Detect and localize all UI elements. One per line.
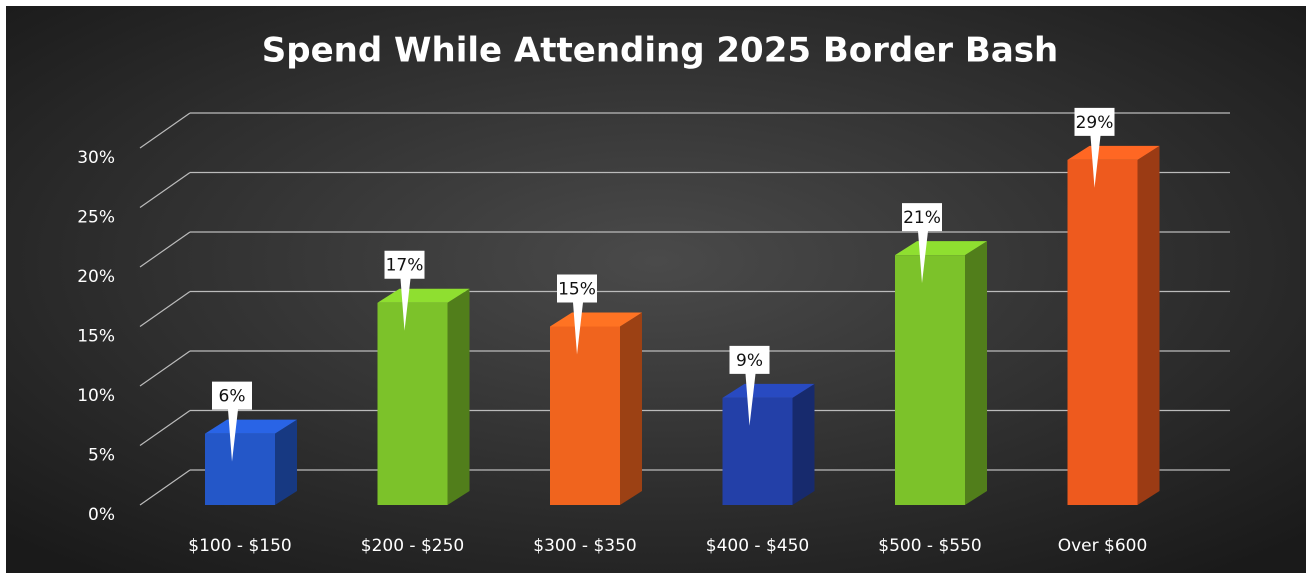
bar bbox=[205, 419, 297, 505]
value-label: 17% bbox=[386, 256, 424, 276]
y-tick-label: 20% bbox=[77, 267, 115, 287]
grid-line-side bbox=[139, 350, 191, 387]
bar bbox=[550, 312, 642, 505]
bar-top bbox=[895, 241, 987, 256]
bar-side bbox=[1137, 145, 1160, 505]
value-label: 6% bbox=[219, 387, 246, 407]
y-tick-label: 15% bbox=[77, 327, 115, 347]
y-tick-label: 25% bbox=[77, 208, 115, 228]
grid-line-side bbox=[139, 112, 191, 149]
bar bbox=[722, 383, 815, 505]
bar-front bbox=[1067, 159, 1138, 505]
value-label-box bbox=[212, 381, 252, 462]
value-label-box bbox=[1074, 107, 1115, 188]
bar-side bbox=[620, 312, 642, 505]
x-tick-label: $100 - $150 bbox=[188, 536, 291, 556]
bar-top bbox=[205, 419, 297, 434]
chart-title: Spend While Attending 2025 Border Bash bbox=[262, 31, 1058, 71]
grid-line-side bbox=[139, 469, 191, 506]
bar-front bbox=[550, 326, 620, 505]
value-label: 9% bbox=[736, 351, 763, 371]
x-tick-label: Over $600 bbox=[1058, 536, 1148, 556]
bar-front bbox=[377, 302, 448, 505]
bar bbox=[895, 241, 987, 505]
y-tick-label: 5% bbox=[88, 446, 115, 466]
bar-top bbox=[550, 312, 642, 327]
value-label: 29% bbox=[1076, 113, 1114, 133]
bar-top bbox=[377, 288, 470, 303]
grid-line-side bbox=[139, 410, 191, 446]
value-label-box bbox=[902, 203, 942, 284]
bar-top bbox=[722, 383, 815, 398]
bar-side bbox=[965, 241, 987, 505]
grid-line-side bbox=[139, 172, 191, 208]
bar-side bbox=[792, 383, 815, 505]
y-tick-label: 30% bbox=[77, 148, 115, 168]
bar-side bbox=[447, 288, 470, 505]
bar-front bbox=[722, 397, 793, 505]
y-tick-label: 10% bbox=[77, 386, 115, 406]
bar bbox=[377, 288, 470, 505]
bar-front bbox=[205, 433, 275, 505]
grid-line-side bbox=[139, 231, 191, 268]
grid-line-side bbox=[139, 291, 191, 327]
bar bbox=[1067, 145, 1160, 505]
value-label-box bbox=[384, 250, 425, 331]
x-tick-label: $400 - $450 bbox=[706, 536, 809, 556]
x-tick-label: $200 - $250 bbox=[361, 536, 464, 556]
value-label: 15% bbox=[558, 280, 596, 300]
value-label: 21% bbox=[903, 208, 941, 228]
value-label-box bbox=[729, 345, 770, 426]
bar-top bbox=[1067, 145, 1160, 160]
x-tick-label: $500 - $550 bbox=[878, 536, 981, 556]
x-tick-label: $300 - $350 bbox=[533, 536, 636, 556]
bar-front bbox=[895, 255, 965, 505]
value-label-box bbox=[557, 274, 597, 355]
y-tick-label: 0% bbox=[88, 505, 115, 525]
bar-side bbox=[275, 419, 297, 505]
